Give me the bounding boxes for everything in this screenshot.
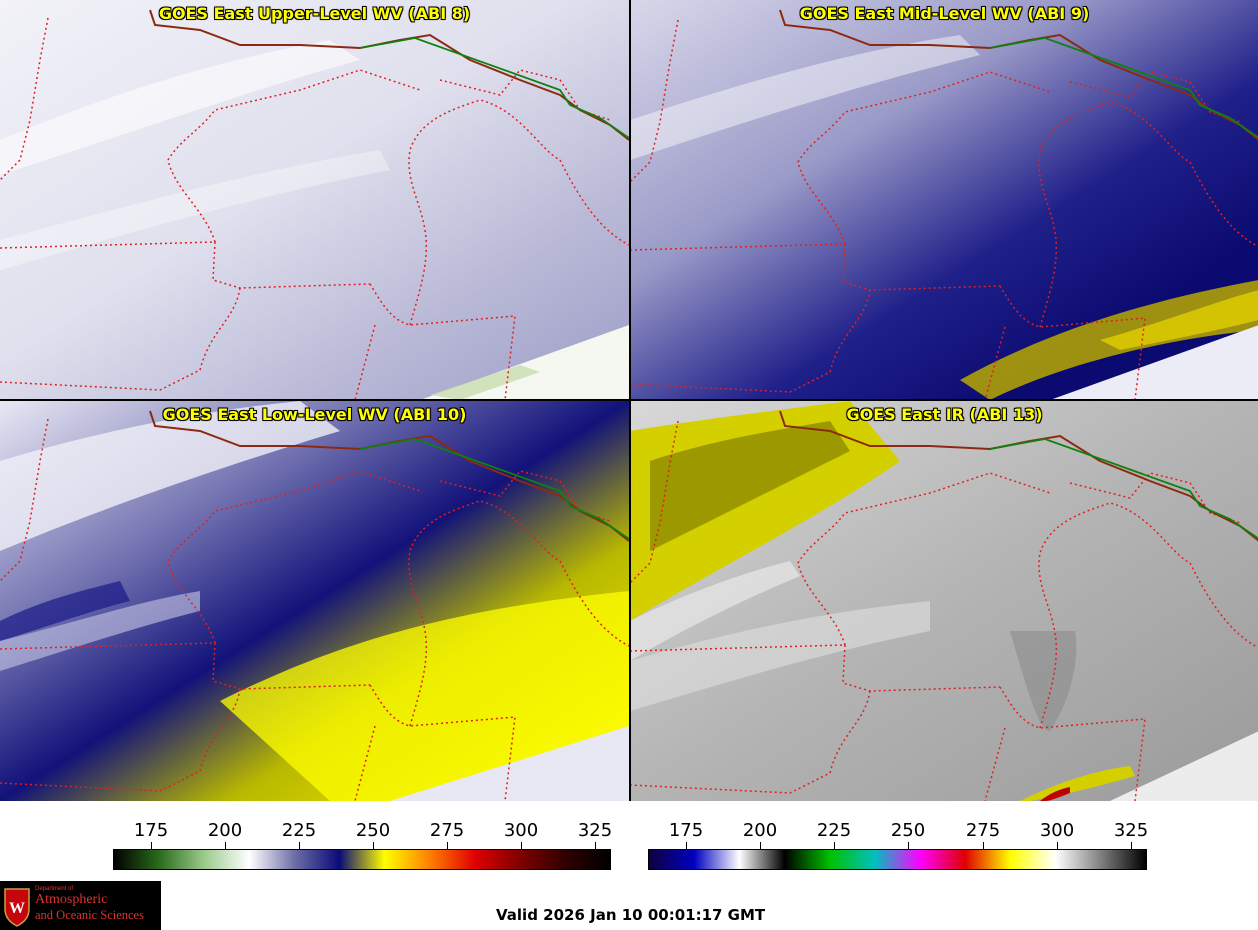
ir-tick-mark <box>983 842 984 849</box>
wv-tick-mark <box>225 842 226 849</box>
wv-tick-mark <box>447 842 448 849</box>
ir-tick-mark <box>686 842 687 849</box>
wv-tick-mark <box>151 842 152 849</box>
panel-title: GOES East Mid-Level WV (ABI 9) <box>799 4 1090 23</box>
logo-line-atmospheric: Atmospheric <box>35 892 108 907</box>
wv-tick-label: 300 <box>503 820 539 841</box>
ir-tick-mark <box>834 842 835 849</box>
infrared-colorbar <box>648 849 1147 870</box>
wv-tick-mark <box>373 842 374 849</box>
ir-tick-label: 250 <box>890 820 926 841</box>
ir-tick-label: 225 <box>816 820 852 841</box>
ir-tick-mark <box>760 842 761 849</box>
wv-tick-label: 175 <box>133 820 169 841</box>
wv-tick-label: 325 <box>577 820 613 841</box>
wv-tick-mark <box>595 842 596 849</box>
ir-tick-label: 175 <box>668 820 704 841</box>
wv-tick-label: 275 <box>429 820 465 841</box>
wv-tick-mark <box>521 842 522 849</box>
logo-line-oceanic: and Oceanic Sciences <box>35 908 144 922</box>
wv-tick-label: 250 <box>355 820 391 841</box>
wv-tick-label: 225 <box>281 820 317 841</box>
water-vapor-colorbar <box>113 849 611 870</box>
ir-tick-label: 325 <box>1113 820 1149 841</box>
wv-tick-mark <box>299 842 300 849</box>
mid-level-wv-image <box>630 0 1258 400</box>
ir-tick-mark <box>1057 842 1058 849</box>
panel-low-level-wv: GOES East Low-Level WV (ABI 10) <box>0 401 629 801</box>
panel-infrared: GOES East IR (ABI 13) <box>630 401 1258 801</box>
panel-divider-horizontal <box>0 399 1258 401</box>
svg-text:W: W <box>9 900 25 917</box>
panel-title: GOES East Upper-Level WV (ABI 8) <box>158 4 471 23</box>
panel-mid-level-wv: GOES East Mid-Level WV (ABI 9) <box>630 0 1258 400</box>
valid-time-label: Valid 2026 Jan 10 00:01:17 GMT <box>496 906 766 924</box>
uw-crest-icon: W <box>4 888 30 927</box>
low-level-wv-image <box>0 401 629 801</box>
ir-tick-mark <box>1131 842 1132 849</box>
logo-line-department: Department of <box>35 886 74 892</box>
ir-tick-label: 275 <box>965 820 1001 841</box>
upper-level-wv-image <box>0 0 629 400</box>
aos-logo: W Department of Atmospheric and Oceanic … <box>0 881 161 930</box>
ir-tick-mark <box>908 842 909 849</box>
ir-tick-label: 300 <box>1039 820 1075 841</box>
panel-upper-level-wv: GOES East Upper-Level WV (ABI 8) <box>0 0 629 400</box>
panel-title: GOES East IR (ABI 13) <box>846 405 1043 424</box>
infrared-image <box>630 401 1258 801</box>
panel-title: GOES East Low-Level WV (ABI 10) <box>162 405 467 424</box>
wv-tick-label: 200 <box>207 820 243 841</box>
ir-tick-label: 200 <box>742 820 778 841</box>
